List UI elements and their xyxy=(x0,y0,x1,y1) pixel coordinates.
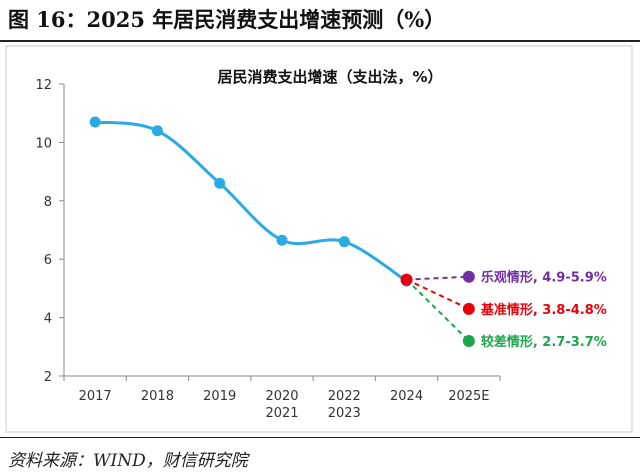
scenario-label: 基准情形, 3.8-4.8% xyxy=(480,302,607,318)
source-divider xyxy=(0,437,640,438)
scenario-point xyxy=(462,302,475,315)
chart: 居民消费支出增速（支出法，%） 2 4 6 8 10 12 2017 2018 2019 2020… xyxy=(5,45,633,433)
series-point xyxy=(276,234,288,246)
x-tick-label: 2022 xyxy=(328,389,361,404)
source-note: 资料来源：WIND，财信研究院 xyxy=(8,451,248,471)
x-tick-label: 2021 xyxy=(265,406,298,421)
x-tick-label: 2017 xyxy=(79,389,112,404)
scenario-label: 较差情形, 2.7-3.7% xyxy=(481,334,607,350)
series-point xyxy=(214,177,226,189)
y-tick-label: 8 xyxy=(44,195,52,210)
projection-start-point xyxy=(400,273,413,286)
x-tick-label: 2024 xyxy=(390,389,423,404)
y-tick-label: 4 xyxy=(44,312,52,327)
x-tick-label: 2020 xyxy=(265,389,298,404)
series-point xyxy=(338,236,350,248)
x-tick-label: 2025E xyxy=(448,389,489,404)
x-tick-label: 2023 xyxy=(328,406,361,421)
series-point xyxy=(151,125,163,137)
scenario-point xyxy=(462,270,475,283)
x-tick-label: 2018 xyxy=(141,389,174,404)
y-tick-label: 2 xyxy=(44,370,52,385)
scenario-line xyxy=(405,278,470,342)
title-divider xyxy=(0,40,640,42)
y-tick-label: 12 xyxy=(35,78,52,93)
scenario-point xyxy=(462,334,475,347)
figure-title: 图 16：2025 年居民消费支出增速预测（%） xyxy=(8,7,446,32)
chart-title: 居民消费支出增速（支出法，%） xyxy=(217,68,442,86)
series-point xyxy=(89,116,101,128)
chart-frame xyxy=(5,45,633,433)
y-tick-label: 10 xyxy=(35,136,52,151)
y-tick-label: 6 xyxy=(44,253,52,268)
scenario-line xyxy=(406,278,470,310)
x-tick-label: 2019 xyxy=(203,389,236,404)
scenario-label: 乐观情形, 4.9-5.9% xyxy=(481,270,607,286)
scenario-line xyxy=(406,275,469,281)
